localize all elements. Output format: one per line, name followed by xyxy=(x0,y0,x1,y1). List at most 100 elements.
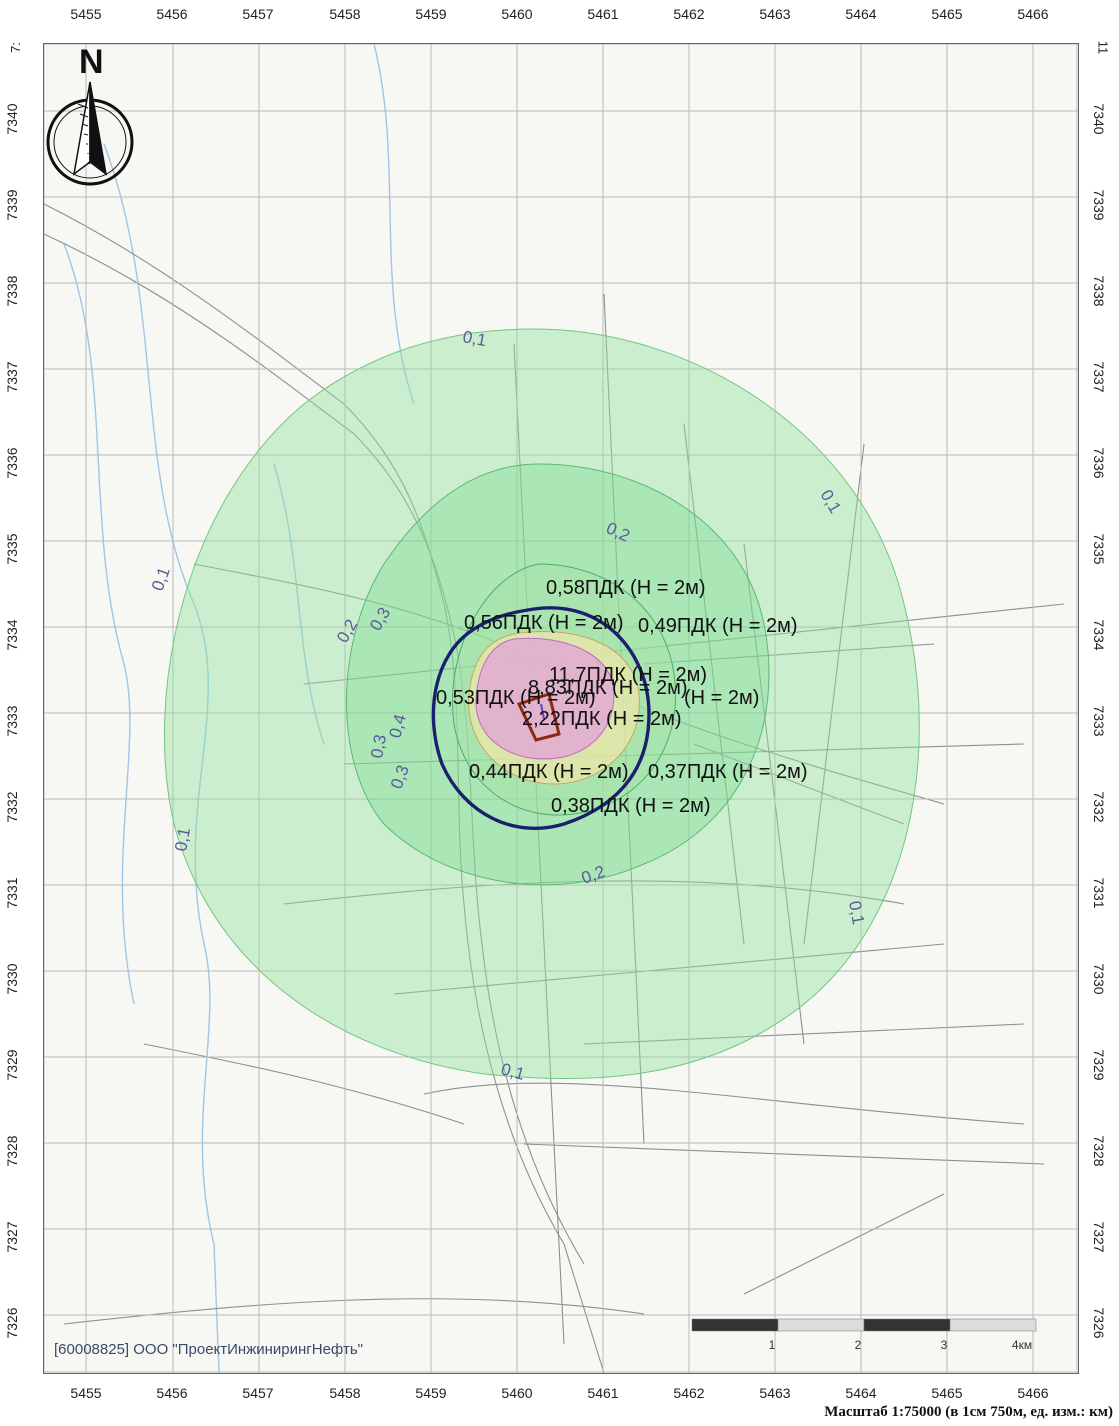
y-tick-label: 7326 xyxy=(1091,1307,1107,1339)
scale-caption: Масштаб 1:75000 (в 1см 750м, ед. изм.: к… xyxy=(824,1404,1113,1420)
y-tick-label: 7339 xyxy=(4,189,20,221)
river-line xyxy=(373,44,415,405)
x-tick-label: 5458 xyxy=(329,1385,361,1401)
scalebar-segment xyxy=(863,1318,951,1332)
corner-top-right: 11 xyxy=(1095,40,1111,55)
concentration-label: (Н = 2м) xyxy=(684,687,759,709)
dispersion-zones xyxy=(164,328,920,1080)
road-line xyxy=(643,643,935,665)
concentration-label: 0,37ПДК (Н = 2м) xyxy=(648,761,807,783)
road-line xyxy=(44,203,605,1373)
road-line xyxy=(683,423,745,945)
x-tick-label: 5458 xyxy=(329,6,361,22)
scalebar-label: 4км xyxy=(1011,1338,1033,1352)
y-tick-label: 7327 xyxy=(1091,1221,1107,1253)
concentration-label: 0,56ПДК (Н = 2м) xyxy=(464,612,623,634)
north-label: N xyxy=(79,43,104,81)
isoline-label: 0,3 xyxy=(367,733,390,760)
y-tick-label: 7329 xyxy=(4,1049,20,1081)
compass-hatch-icon xyxy=(79,113,89,118)
x-tick-label: 5463 xyxy=(759,1385,791,1401)
concentration-label: 8,83ПДК (Н = 2м) xyxy=(528,677,687,699)
y-tick-label: 7334 xyxy=(1091,619,1107,651)
x-tick-label: 5456 xyxy=(156,6,188,22)
x-tick-label: 5461 xyxy=(587,6,619,22)
sanitary-protection-zone xyxy=(431,606,651,830)
y-tick-label: 7329 xyxy=(1091,1049,1107,1081)
y-tick-label: 7335 xyxy=(4,533,20,565)
credit-text: [60008825] ООО "ПроектИнжинирингНефть" xyxy=(54,1341,363,1358)
compass-needle-left-icon xyxy=(72,81,91,176)
river-line xyxy=(103,143,220,1373)
compass-needle-right-icon xyxy=(89,81,108,176)
map-canvas[interactable]: 0,58ПДК (Н = 2м) 0,56ПДК (Н = 2м) 0,49ПДК … xyxy=(44,44,1078,1373)
road-line xyxy=(63,1298,645,1325)
y-tick-label: 7336 xyxy=(4,447,20,479)
x-tick-label: 5457 xyxy=(242,1385,274,1401)
river-line xyxy=(273,463,325,745)
y-tick-label: 7337 xyxy=(4,361,20,393)
x-tick-label: 5460 xyxy=(501,6,533,22)
road-line xyxy=(343,743,1025,765)
y-tick-label: 7337 xyxy=(1091,361,1107,393)
scalebar-segment xyxy=(691,1318,779,1332)
x-tick-label: 5460 xyxy=(501,1385,533,1401)
scalebar-segment xyxy=(949,1318,1037,1332)
compass-hatch-icon xyxy=(83,133,89,136)
scalebar-label: 1 xyxy=(768,1338,776,1352)
x-tick-label: 5465 xyxy=(931,6,963,22)
concentration-labels: 0,58ПДК (Н = 2м) 0,56ПДК (Н = 2м) 0,49ПДК … xyxy=(436,577,807,817)
road-line xyxy=(523,1143,1045,1165)
x-tick-label: 5465 xyxy=(931,1385,963,1401)
concentration-label: 0,58ПДК (Н = 2м) xyxy=(546,577,705,599)
x-tick-label: 5462 xyxy=(673,6,705,22)
y-tick-label: 7331 xyxy=(1091,877,1107,909)
x-tick-label: 5459 xyxy=(415,1385,447,1401)
scalebar-label: 3 xyxy=(940,1338,948,1352)
road-line xyxy=(693,743,905,825)
concentration-label: 11,7ПДК (Н = 2м) xyxy=(549,664,707,686)
north-arrow-icon xyxy=(46,81,134,186)
concentration-label: 0,38ПДК (Н = 2м) xyxy=(551,795,710,817)
compass-hatch-icon xyxy=(81,123,89,127)
river-line xyxy=(63,243,135,1005)
y-tick-label: 7331 xyxy=(4,877,20,909)
y-tick-label: 7335 xyxy=(1091,533,1107,565)
x-tick-label: 5455 xyxy=(70,6,102,22)
road-line xyxy=(583,1023,1025,1045)
isoline-label: 0,1 xyxy=(148,565,174,594)
y-tick-label: 7330 xyxy=(1091,963,1107,995)
x-tick-label: 5466 xyxy=(1017,1385,1049,1401)
y-tick-label: 7334 xyxy=(4,619,20,651)
y-tick-label: 7333 xyxy=(4,705,20,737)
y-tick-label: 7338 xyxy=(1091,275,1107,307)
x-tick-label: 5455 xyxy=(70,1385,102,1401)
road-line xyxy=(743,1193,945,1295)
y-tick-label: 7336 xyxy=(1091,447,1107,479)
concentration-label: 0,53ПДК (Н = 2м) xyxy=(436,687,595,709)
concentration-label: 0,44ПДК (Н = 2м) xyxy=(469,761,628,783)
map-frame: 0,58ПДК (Н = 2м) 0,56ПДК (Н = 2м) 0,49ПДК … xyxy=(43,43,1079,1374)
y-tick-label: 7327 xyxy=(4,1221,20,1253)
y-tick-label: 7339 xyxy=(1091,189,1107,221)
compass-hatch-icon xyxy=(77,103,89,109)
x-tick-label: 5466 xyxy=(1017,6,1049,22)
y-tick-label: 7330 xyxy=(4,963,20,995)
road-line xyxy=(803,443,865,945)
y-tick-label: 7328 xyxy=(1091,1135,1107,1167)
x-tick-label: 5463 xyxy=(759,6,791,22)
road-line xyxy=(423,1082,1025,1125)
isoline-label: 0,1 xyxy=(461,327,488,350)
isoline-label: 0,1 xyxy=(845,899,868,926)
y-tick-label: 7340 xyxy=(4,103,20,135)
compass-hatch-icon xyxy=(87,161,91,165)
concentration-zone-hotspot xyxy=(475,637,615,760)
isoline-label: 0,1 xyxy=(171,826,194,853)
emission-source xyxy=(516,692,561,742)
road-line xyxy=(513,343,565,1345)
source-marker xyxy=(540,703,545,720)
y-tick-label: 7328 xyxy=(4,1135,20,1167)
x-tick-label: 5459 xyxy=(415,6,447,22)
y-tick-label: 7326 xyxy=(4,1307,20,1339)
scalebar-label: 2 xyxy=(854,1338,862,1352)
